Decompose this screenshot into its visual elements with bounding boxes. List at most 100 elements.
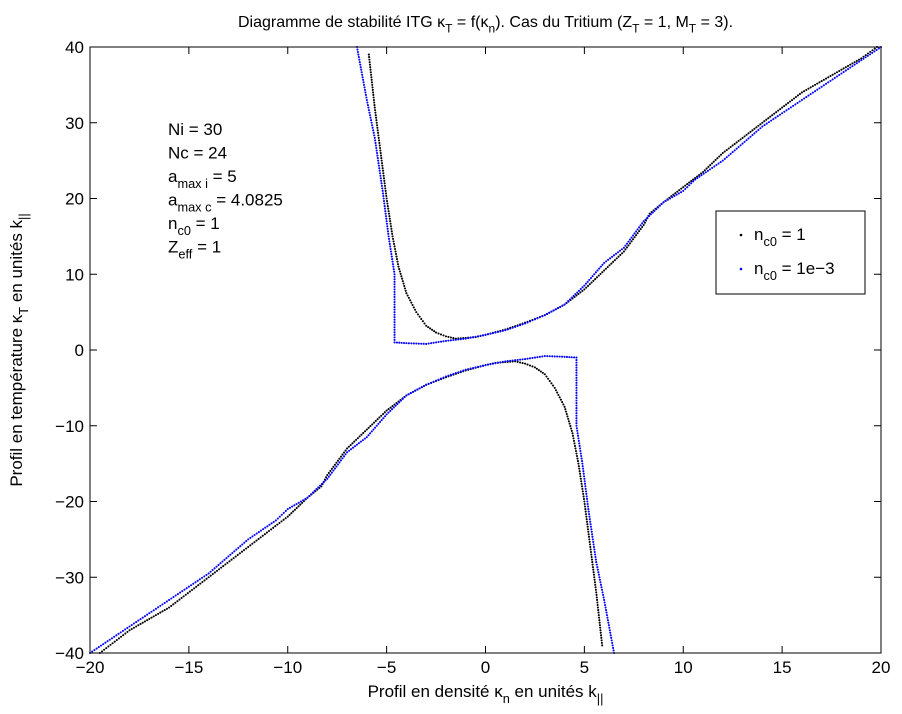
point	[846, 68, 850, 71]
point	[282, 518, 285, 521]
point	[341, 453, 344, 456]
point	[371, 88, 374, 91]
point	[761, 125, 764, 128]
point	[583, 500, 586, 503]
point	[433, 330, 436, 333]
point	[415, 311, 418, 314]
point	[753, 132, 756, 135]
point	[571, 432, 574, 435]
point	[472, 336, 475, 339]
point	[389, 222, 392, 225]
point	[393, 273, 396, 276]
point	[141, 621, 144, 624]
point	[395, 341, 398, 344]
point	[598, 621, 601, 624]
point	[425, 342, 428, 345]
point	[379, 174, 382, 177]
point	[684, 187, 687, 191]
point	[735, 141, 738, 144]
point	[585, 286, 588, 289]
point	[729, 145, 732, 149]
point	[444, 335, 448, 338]
point	[255, 539, 258, 542]
point	[605, 260, 608, 263]
point	[545, 312, 549, 316]
point	[494, 362, 497, 365]
point	[727, 147, 730, 150]
point	[381, 169, 385, 172]
point	[359, 66, 362, 69]
point	[707, 165, 710, 168]
point	[245, 540, 248, 543]
point	[796, 94, 799, 97]
point	[365, 436, 368, 439]
point	[871, 51, 874, 54]
point	[484, 333, 487, 336]
point	[373, 136, 376, 139]
point	[396, 260, 399, 263]
point	[588, 538, 591, 541]
point	[377, 164, 380, 167]
point	[102, 643, 105, 646]
point	[625, 246, 629, 249]
point	[272, 520, 275, 523]
point	[655, 208, 658, 211]
point	[772, 118, 775, 121]
point	[195, 585, 198, 588]
point	[218, 568, 221, 571]
point	[554, 389, 557, 392]
point	[599, 583, 603, 586]
point	[407, 296, 410, 299]
point	[429, 327, 432, 330]
point	[387, 207, 390, 210]
point	[384, 212, 387, 215]
point	[582, 472, 585, 475]
point	[442, 376, 445, 379]
point	[377, 134, 380, 137]
point	[556, 391, 559, 394]
point	[628, 238, 632, 241]
point	[383, 184, 387, 187]
point	[702, 172, 705, 175]
point	[767, 121, 770, 124]
point	[183, 588, 186, 591]
point	[325, 476, 328, 479]
point	[599, 581, 602, 584]
point	[430, 342, 433, 345]
point	[120, 635, 123, 638]
point	[381, 192, 385, 195]
point	[778, 113, 781, 116]
point	[591, 275, 594, 278]
point	[418, 387, 421, 390]
point	[597, 571, 600, 574]
point	[594, 553, 597, 556]
point	[759, 123, 762, 126]
point	[605, 611, 608, 614]
point	[701, 170, 705, 174]
point	[411, 390, 415, 393]
point	[409, 392, 412, 395]
point	[393, 303, 396, 306]
point	[556, 355, 559, 358]
point	[230, 558, 233, 561]
point	[439, 340, 443, 343]
point	[814, 83, 817, 86]
point	[416, 388, 419, 391]
point	[111, 642, 114, 645]
point	[357, 56, 360, 59]
x-axis-label: Profil en densité κn en unités k||	[368, 682, 604, 706]
point	[209, 570, 212, 573]
point	[588, 278, 591, 281]
point	[393, 308, 396, 311]
point	[205, 573, 208, 576]
point	[361, 73, 364, 76]
point	[411, 303, 414, 307]
point	[384, 187, 387, 190]
point	[295, 506, 298, 510]
point	[372, 98, 375, 102]
point	[362, 83, 366, 86]
point	[253, 541, 256, 544]
point	[174, 601, 177, 604]
point	[575, 412, 578, 415]
point	[393, 331, 396, 334]
